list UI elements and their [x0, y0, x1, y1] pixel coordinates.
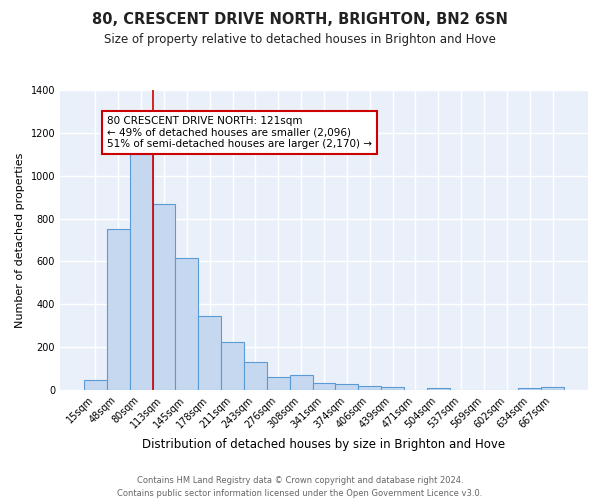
X-axis label: Distribution of detached houses by size in Brighton and Hove: Distribution of detached houses by size … — [142, 438, 506, 451]
Bar — [541, 388, 564, 390]
Bar — [152, 204, 175, 390]
Bar — [267, 377, 290, 390]
Y-axis label: Number of detached properties: Number of detached properties — [15, 152, 25, 328]
Bar — [198, 316, 221, 390]
Text: 80, CRESCENT DRIVE NORTH, BRIGHTON, BN2 6SN: 80, CRESCENT DRIVE NORTH, BRIGHTON, BN2 … — [92, 12, 508, 28]
Text: Size of property relative to detached houses in Brighton and Hove: Size of property relative to detached ho… — [104, 32, 496, 46]
Bar — [175, 258, 198, 390]
Bar — [221, 342, 244, 390]
Bar — [427, 388, 450, 390]
Bar — [290, 375, 313, 390]
Bar — [84, 380, 107, 390]
Bar — [358, 386, 381, 390]
Bar — [518, 388, 541, 390]
Bar — [381, 388, 404, 390]
Bar — [335, 384, 358, 390]
Text: 80 CRESCENT DRIVE NORTH: 121sqm
← 49% of detached houses are smaller (2,096)
51%: 80 CRESCENT DRIVE NORTH: 121sqm ← 49% of… — [107, 116, 372, 149]
Bar — [244, 362, 267, 390]
Text: Contains HM Land Registry data © Crown copyright and database right 2024.
Contai: Contains HM Land Registry data © Crown c… — [118, 476, 482, 498]
Bar — [107, 230, 130, 390]
Bar — [130, 154, 152, 390]
Bar — [313, 383, 335, 390]
